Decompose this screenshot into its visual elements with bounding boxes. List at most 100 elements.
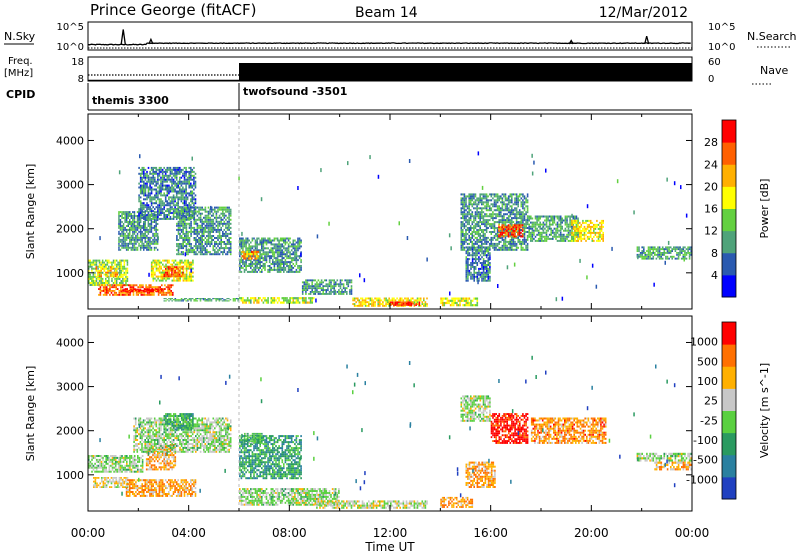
velocity-colorbar: 1000 500 100 25 -25 -100 -500 -1000 Velocity [m … [686,322,771,500]
power-colorbar-swatch-6 [722,142,736,165]
velocity-colorbar-label: Velocity [m s^-1] [758,363,771,458]
velocity-blob-4 [133,418,231,453]
velocity-colorbar-tick-5: -100 [693,434,718,447]
power-blob-21 [571,220,604,242]
power-cells [88,167,692,307]
velocity-colorbar-swatch-6 [722,344,736,367]
freq-trace [88,63,692,81]
power-colorbar-tick-5: 8 [711,247,718,260]
velocity-ytick-0: 4000 [56,336,84,349]
power-colorbar-tick-2: 20 [704,180,718,193]
freq-unit-label: [MHz] [4,68,33,79]
power-colorbar-tick-0: 28 [704,136,718,149]
velocity-ytick-3: 1000 [56,469,84,482]
velocity-blob-15 [637,453,692,462]
velocity-colorbar-swatch-3 [722,411,736,434]
power-ytick-1: 3000 [56,179,84,192]
nave-segment-1 [239,63,692,81]
nsky-tick-top: 10^5 [57,22,84,33]
power-colorbar-tick-1: 24 [704,158,718,171]
freq-tick-bottom: 8 [78,74,84,85]
power-colorbar-swatch-2 [722,231,736,254]
velocity-colorbar-tick-6: -500 [693,454,718,467]
power-blob-4 [118,211,158,251]
power-blob-16 [440,298,478,307]
cpid-segment-1: twofsound -3501 [243,85,347,98]
velocity-blob-11 [466,462,496,488]
xtick-4: 16:00 [473,526,508,540]
power-ytick-0: 4000 [56,134,84,147]
nsky-spike-0 [121,30,125,45]
velocity-colorbar-swatch-4 [722,388,736,411]
date-title: 12/Mar/2012 [599,5,688,21]
velocity-ytick-1: 3000 [56,381,84,394]
velocity-colorbar-tick-4: -25 [700,414,718,427]
velocity-ylabel: Slant Range [km] [24,366,37,462]
power-blob-19 [498,224,523,237]
nave-label: Nave [760,64,788,77]
power-blob-17 [466,246,491,281]
power-ytick-3: 1000 [56,267,84,280]
power-panel: 4000 3000 2000 1000 Slant Range [km] 28 24 20 16… [24,114,771,309]
velocity-blob-8 [239,488,340,506]
power-colorbar-label: Power [dB] [758,179,771,239]
velocity-blob-13 [491,413,529,444]
nsearch-tick-top: 10^5 [708,22,735,33]
velocity-blob-1 [93,477,128,488]
velocity-colorbar-swatch-0 [722,477,736,500]
velocity-colorbar-tick-1: 500 [697,355,718,368]
freq-tick-top: 18 [71,57,84,68]
power-colorbar: 28 24 20 16 12 8 4 Power [dB] [704,120,771,298]
velocity-cells [88,395,692,508]
nave-tick-bottom: 0 [708,74,714,85]
velocity-colorbar-tick-0: 1000 [690,336,718,349]
nsky-panel [88,22,692,50]
velocity-blob-0 [88,455,143,473]
power-colorbar-tick-4: 12 [704,225,718,238]
freq-label: Freq. [8,56,33,67]
nsky-line [88,43,691,45]
power-colorbar-swatch-3 [722,209,736,232]
cpid-segments: themis 3300 twofsound -3501 [92,83,347,110]
velocity-ytick-2: 2000 [56,425,84,438]
velocity-frame [88,316,692,511]
xtick-6: 00:00 [675,526,710,540]
cpid-segment-0: themis 3300 [92,94,169,107]
power-blob-12 [239,297,315,304]
velocity-colorbar-tick-3: 25 [704,395,718,408]
xtick-3: 12:00 [373,526,408,540]
power-ylabel: Slant Range [km] [24,164,37,260]
velocity-colorbar-swatch-5 [722,366,736,389]
velocity-blob-10 [440,497,473,508]
power-blob-13 [302,279,352,295]
nsky-tick-bottom: 10^0 [57,42,84,53]
power-colorbar-swatch-1 [722,253,736,276]
station-title: Prince George (fitACF) [90,1,256,19]
power-colorbar-tick-3: 16 [704,203,718,216]
velocity-colorbar-tick-2: 100 [697,375,718,388]
xtick-1: 04:00 [171,526,206,540]
cpid-label: CPID [6,88,35,101]
nsearch-label: N.Search [747,30,797,43]
power-blob-9 [164,298,240,302]
nsearch-tick-bottom: 10^0 [708,42,735,53]
power-ytick-2: 2000 [56,223,84,236]
velocity-colorbar-swatch-7 [722,322,736,345]
xtick-0: 00:00 [71,526,106,540]
velocity-blob-12 [461,395,491,421]
velocity-colorbar-tick-7: -1000 [686,473,718,486]
power-colorbar-swatch-4 [722,186,736,209]
velocity-blob-9 [315,500,428,508]
power-colorbar-swatch-7 [722,120,736,143]
velocity-blob-16 [654,462,692,471]
velocity-blob-2 [126,479,197,497]
power-colorbar-swatch-5 [722,164,736,187]
xtick-2: 08:00 [272,526,307,540]
nsky-label: N.Sky [4,30,36,43]
power-colorbar-tick-6: 4 [711,269,718,282]
beam-title: Beam 14 [355,5,418,21]
power-colorbar-swatch-0 [722,275,736,298]
velocity-blob-6 [239,435,302,479]
